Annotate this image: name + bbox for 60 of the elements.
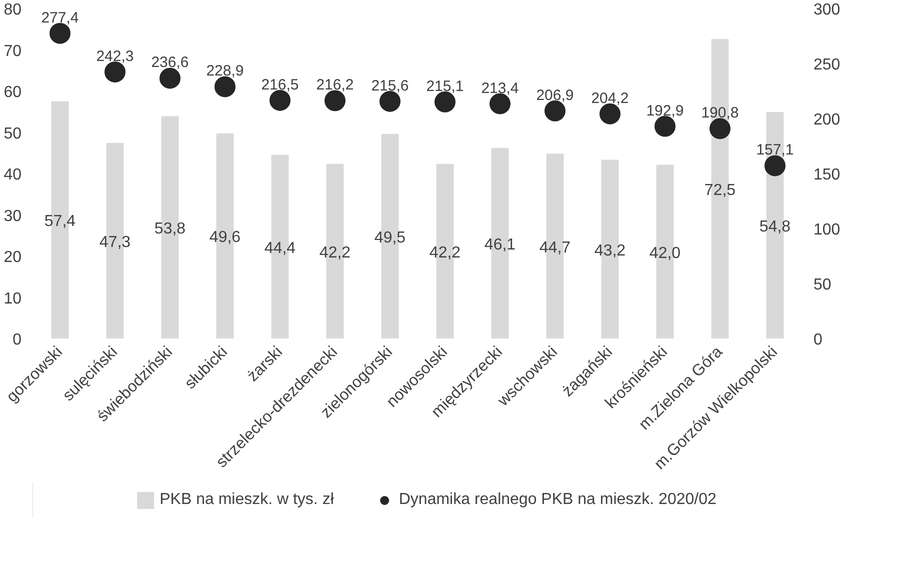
data-label: 49,6: [209, 229, 241, 246]
y-tick-label: 50: [4, 125, 22, 142]
data-label: 215,6: [371, 77, 409, 94]
legend-label: PKB na mieszk. w tys. zł: [160, 491, 334, 509]
point: [50, 22, 70, 44]
point: [600, 103, 620, 124]
point: [654, 116, 676, 137]
data-label: 43,2: [594, 242, 626, 260]
point: [380, 90, 400, 112]
data-label: 53,8: [154, 220, 186, 238]
data-label: 204,2: [591, 90, 629, 107]
data-label: 206,9: [536, 86, 574, 104]
data-label: 47,3: [99, 234, 131, 251]
data-label: 46,1: [484, 236, 516, 254]
data-label: 192,9: [646, 102, 684, 120]
data-label: 190,8: [701, 104, 739, 122]
data-label: 42,0: [649, 244, 681, 262]
data-label: 57,4: [44, 213, 76, 230]
data-label: 49,5: [374, 229, 406, 246]
y-tick-label: 10: [4, 290, 22, 308]
y-tick-label: 0: [12, 332, 22, 348]
data-label: 157,1: [756, 142, 794, 159]
data-label: 236,6: [151, 54, 189, 72]
data-label: 44,4: [264, 240, 296, 257]
y2-tick-label: 300: [814, 2, 840, 18]
y2-tick-label: 150: [814, 166, 840, 184]
y2-tick-label: 250: [814, 56, 840, 74]
data-label: 215,1: [426, 78, 464, 95]
point: [764, 155, 786, 176]
y2-tick-label: 100: [814, 222, 840, 238]
point: [434, 91, 456, 112]
data-label: 216,5: [261, 76, 299, 94]
data-label: 44,7: [539, 239, 571, 256]
y-tick-label: 40: [4, 166, 22, 184]
point: [710, 118, 730, 140]
data-label: 42,2: [429, 244, 461, 262]
data-label: 54,8: [759, 218, 791, 236]
data-label: 72,5: [704, 182, 736, 199]
data-label: 42,2: [319, 244, 351, 262]
legend-label: Dynamika realnego PKB na mieszk. 2020/02: [398, 491, 716, 509]
data-label: 213,4: [481, 80, 519, 97]
y-tick-label: 20: [4, 249, 22, 266]
data-label: 228,9: [206, 62, 244, 80]
point: [544, 100, 566, 122]
y-tick-label: 80: [4, 2, 22, 18]
point: [104, 61, 126, 82]
point: [324, 90, 346, 112]
y2-tick-label: 200: [814, 112, 840, 128]
data-label: 277,4: [41, 9, 79, 26]
y2-tick-label: 0: [814, 332, 822, 348]
point: [214, 76, 236, 98]
y2-tick-label: 50: [814, 276, 832, 294]
data-label: 242,3: [96, 48, 134, 65]
point: [490, 93, 510, 114]
y-tick-label: 30: [4, 208, 22, 225]
y-tick-label: 70: [4, 42, 22, 60]
data-label: 216,2: [316, 76, 354, 94]
point: [160, 68, 180, 89]
point: [270, 90, 290, 111]
y-tick-label: 60: [4, 84, 22, 101]
